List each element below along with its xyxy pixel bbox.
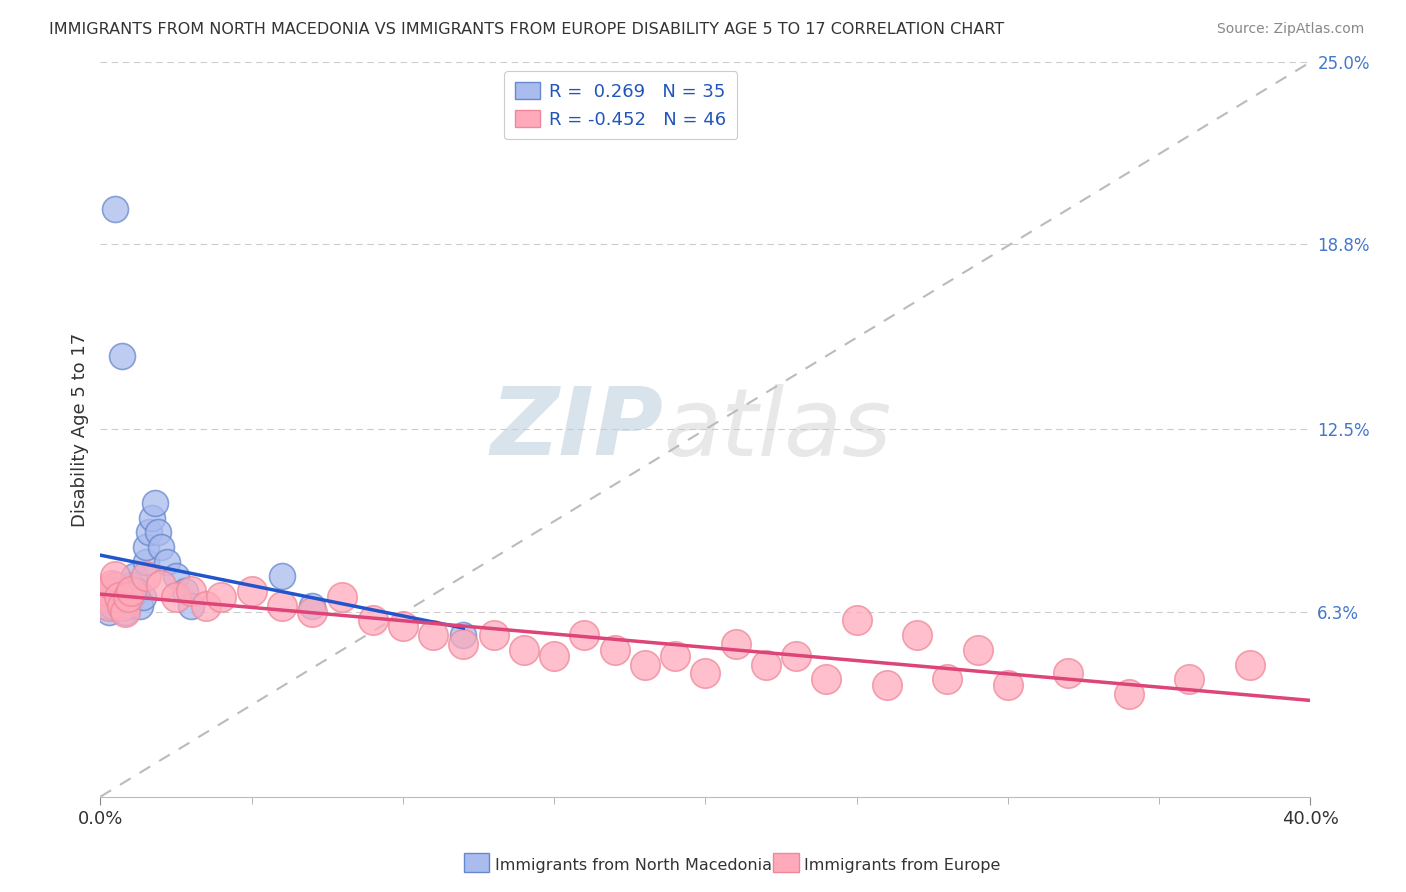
Point bbox=[330, 590, 353, 604]
Point bbox=[135, 540, 157, 554]
Point bbox=[997, 678, 1019, 692]
Y-axis label: Disability Age 5 to 17: Disability Age 5 to 17 bbox=[72, 333, 89, 526]
Point bbox=[815, 672, 838, 686]
Point bbox=[785, 648, 807, 663]
Point bbox=[101, 578, 124, 592]
Point bbox=[93, 590, 115, 604]
Point bbox=[131, 590, 153, 604]
Point bbox=[107, 590, 129, 604]
Point bbox=[195, 599, 218, 613]
Point bbox=[180, 599, 202, 613]
Point bbox=[104, 578, 127, 592]
Point bbox=[149, 540, 172, 554]
Point bbox=[110, 599, 132, 613]
Point bbox=[122, 569, 145, 583]
Point bbox=[96, 584, 118, 599]
Point bbox=[101, 599, 124, 613]
Point bbox=[110, 349, 132, 363]
Point bbox=[117, 599, 139, 613]
Point bbox=[240, 584, 263, 599]
Point bbox=[936, 672, 959, 686]
Point bbox=[141, 510, 163, 524]
Point bbox=[755, 657, 778, 672]
Point bbox=[1239, 657, 1261, 672]
Point bbox=[143, 496, 166, 510]
Point bbox=[270, 569, 292, 583]
Point bbox=[120, 584, 142, 599]
Point bbox=[695, 666, 717, 681]
Point bbox=[165, 569, 187, 583]
Point bbox=[724, 637, 747, 651]
Point bbox=[98, 584, 121, 599]
Point bbox=[93, 599, 115, 613]
Point bbox=[146, 525, 169, 540]
Point bbox=[104, 202, 127, 216]
Point bbox=[361, 614, 384, 628]
Text: IMMIGRANTS FROM NORTH MACEDONIA VS IMMIGRANTS FROM EUROPE DISABILITY AGE 5 TO 17: IMMIGRANTS FROM NORTH MACEDONIA VS IMMIG… bbox=[49, 22, 1004, 37]
Text: Immigrants from Europe: Immigrants from Europe bbox=[804, 858, 1001, 872]
Point bbox=[165, 590, 187, 604]
Point bbox=[634, 657, 657, 672]
Point bbox=[453, 637, 475, 651]
Point bbox=[1057, 666, 1080, 681]
Point bbox=[128, 599, 150, 613]
Point bbox=[114, 605, 136, 619]
Point bbox=[301, 599, 323, 613]
Point bbox=[135, 555, 157, 569]
Point bbox=[270, 599, 292, 613]
Point bbox=[209, 590, 232, 604]
Point bbox=[98, 599, 121, 613]
Point bbox=[603, 643, 626, 657]
Point bbox=[114, 605, 136, 619]
Point bbox=[513, 643, 536, 657]
Point bbox=[107, 590, 129, 604]
Point bbox=[876, 678, 898, 692]
Point bbox=[96, 590, 118, 604]
Point bbox=[135, 569, 157, 583]
Point bbox=[174, 584, 197, 599]
Point bbox=[120, 578, 142, 592]
Point bbox=[966, 643, 988, 657]
Point bbox=[117, 590, 139, 604]
Point bbox=[104, 569, 127, 583]
Point bbox=[392, 619, 415, 633]
Point bbox=[453, 628, 475, 642]
Text: atlas: atlas bbox=[664, 384, 891, 475]
Point bbox=[138, 525, 160, 540]
Point bbox=[120, 590, 142, 604]
Legend: R =  0.269   N = 35, R = -0.452   N = 46: R = 0.269 N = 35, R = -0.452 N = 46 bbox=[505, 71, 737, 139]
Point bbox=[845, 614, 868, 628]
Point bbox=[98, 605, 121, 619]
Point bbox=[1118, 687, 1140, 701]
Point bbox=[1178, 672, 1201, 686]
Point bbox=[104, 584, 127, 599]
Text: Source: ZipAtlas.com: Source: ZipAtlas.com bbox=[1216, 22, 1364, 37]
Point bbox=[117, 584, 139, 599]
Point bbox=[543, 648, 565, 663]
Point bbox=[574, 628, 596, 642]
Point bbox=[664, 648, 686, 663]
Point bbox=[905, 628, 928, 642]
Text: Immigrants from North Macedonia: Immigrants from North Macedonia bbox=[495, 858, 772, 872]
Point bbox=[180, 584, 202, 599]
Point bbox=[301, 605, 323, 619]
Point bbox=[422, 628, 444, 642]
Point bbox=[156, 555, 179, 569]
Point bbox=[110, 596, 132, 610]
Text: ZIP: ZIP bbox=[491, 384, 664, 475]
Point bbox=[149, 578, 172, 592]
Point bbox=[114, 599, 136, 613]
Point bbox=[482, 628, 505, 642]
Point bbox=[125, 584, 148, 599]
